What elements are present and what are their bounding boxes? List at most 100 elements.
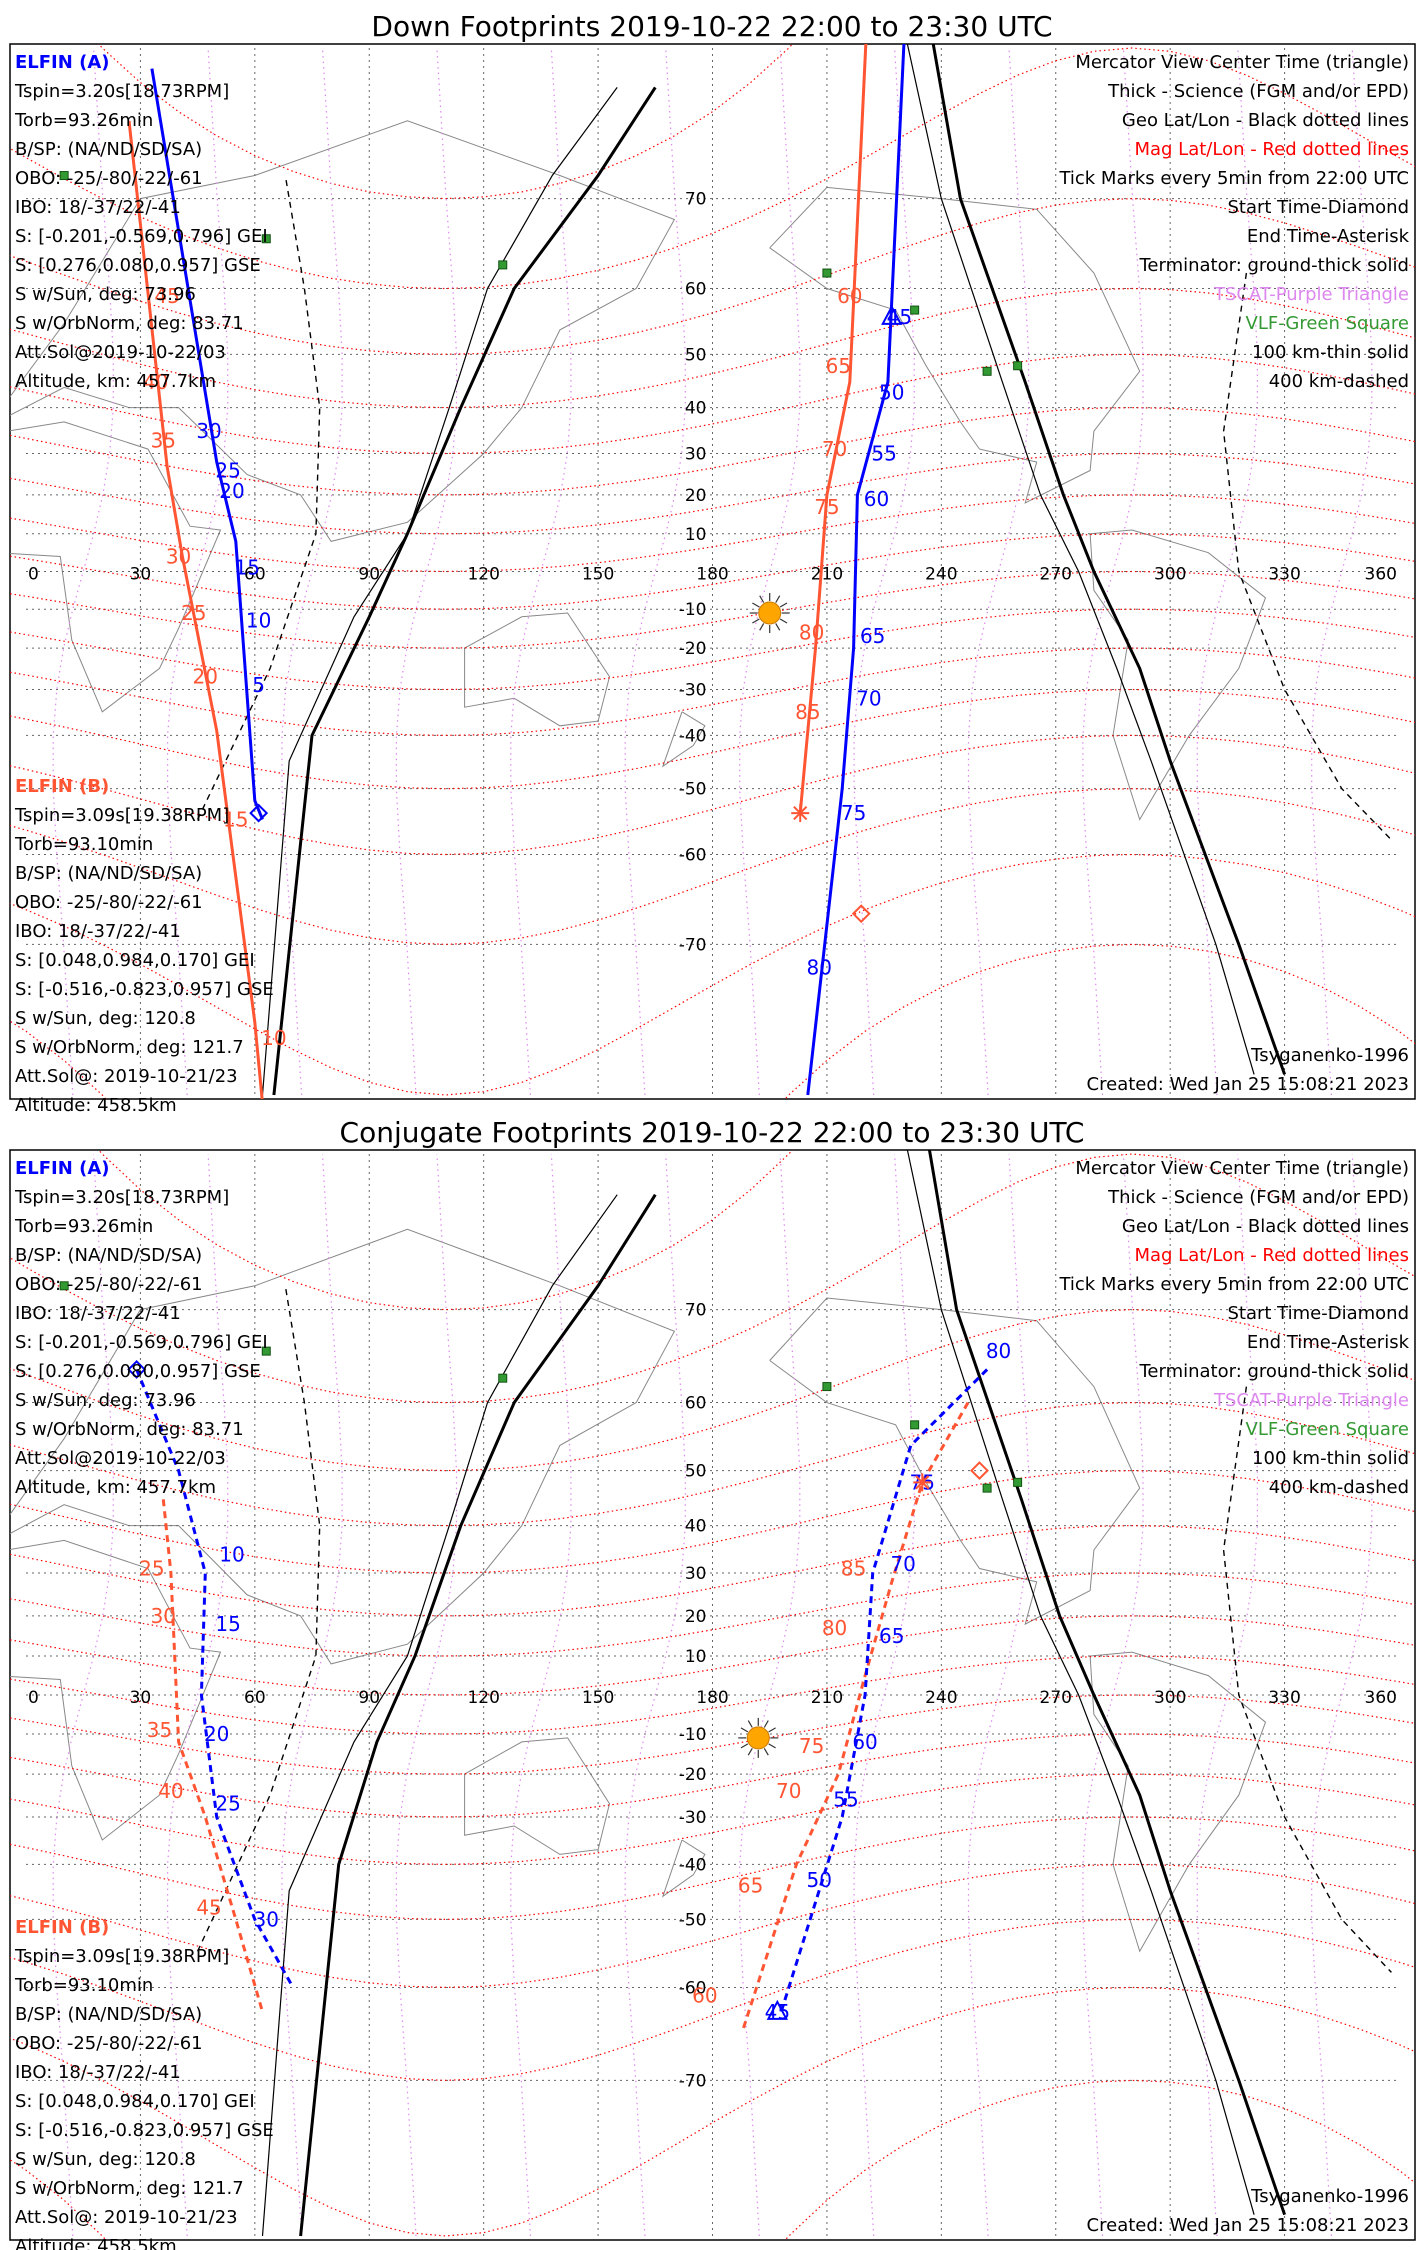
lon-label: 180 — [696, 1688, 728, 1708]
legend-entry: 100 km-thin solid — [1252, 342, 1409, 363]
info-line-s_sun: S w/Sun, deg: 73.96 — [15, 1390, 196, 1411]
tick-label: 30 — [166, 544, 191, 568]
tick-label: 55 — [871, 441, 896, 465]
legend-entry: Thick - Science (FGM and/or EPD) — [1107, 81, 1409, 102]
lat-label: 40 — [685, 1517, 707, 1537]
lon-label: 180 — [696, 565, 728, 585]
tick-label: 70 — [856, 686, 881, 710]
tick-label: 25 — [139, 1557, 164, 1581]
legend-entry: End Time-Asterisk — [1247, 226, 1410, 247]
legend: Mercator View Center Time (triangle) Thic… — [1058, 1158, 1409, 2236]
terminator-dashed — [1222, 1386, 1392, 1973]
info-line-tspin: Tspin=3.09s[19.38RPM] — [14, 805, 229, 826]
tick-label: 25 — [215, 458, 240, 482]
tick-label: 65 — [879, 1624, 904, 1648]
vlf-square-icon — [910, 305, 920, 315]
lat-label: 20 — [685, 1607, 707, 1627]
elfin-b-track-line — [741, 1401, 970, 2030]
model-label: Tsyganenko-1996 — [1250, 2186, 1409, 2207]
vlf-square-icon — [910, 1420, 920, 1430]
info-line-s_gei: S: [0.048,0.984,0.170] GEI — [15, 2091, 255, 2112]
lat-label: -50 — [679, 780, 707, 800]
tick-label: 60 — [692, 1983, 717, 2007]
tick-label: 35 — [147, 1718, 172, 1742]
lon-label: 120 — [467, 1688, 499, 1708]
terminator-dashed — [196, 1285, 321, 1952]
legend-entry: Mercator View Center Time (triangle) — [1075, 1158, 1409, 1179]
elfin-a-track-line — [779, 1368, 989, 2013]
lat-label: -60 — [679, 845, 707, 865]
legend-entry: End Time-Asterisk — [1247, 1332, 1410, 1353]
lon-label: 210 — [811, 565, 843, 585]
created-timestamp: Created: Wed Jan 25 15:08:21 2023 — [1087, 1074, 1409, 1095]
info-line-bsp: B/SP: (NA/ND/SD/SA) — [15, 863, 202, 884]
tick-label: 50 — [807, 1868, 832, 1892]
elfin-a-view-triangle-icon — [766, 1999, 788, 2020]
tick-label: 55 — [833, 1787, 858, 1811]
tick-label: 10 — [219, 1543, 244, 1567]
vlf-square-icon — [498, 260, 508, 270]
legend-entry: 100 km-thin solid — [1252, 1448, 1409, 1469]
tick-label: 70 — [890, 1552, 915, 1576]
info-line-alt: Altitude, km: 457.7km — [15, 1477, 216, 1498]
info-line-bsp: B/SP: (NA/ND/SD/SA) — [15, 2004, 202, 2025]
tick-label: 15 — [234, 556, 259, 580]
legend-entry: Geo Lat/Lon - Black dotted lines — [1122, 110, 1409, 131]
vlf-square-icon — [822, 268, 832, 278]
spacecraft-info: ELFIN (A) Tspin=3.20s[18.73RPM] Torb=93.26… — [14, 1158, 274, 2250]
info-line-torb: Torb=93.26min — [14, 1216, 153, 1237]
lon-label: 270 — [1040, 1688, 1072, 1708]
vlf-stations — [59, 1281, 1023, 1493]
legend-entry: TSCAT-Purple Triangle — [1213, 1390, 1409, 1411]
lon-label: 60 — [244, 565, 266, 585]
legend-entry: Tick Marks every 5min from 22:00 UTC — [1058, 168, 1409, 189]
lat-label: 30 — [685, 444, 707, 464]
legend-entry: VLF-Green Square — [1246, 313, 1409, 334]
tick-label: 60 — [864, 487, 889, 511]
lat-label: 60 — [685, 280, 707, 300]
lon-label: 90 — [358, 565, 380, 585]
info-line-alt: Altitude: 458.5km — [15, 1095, 177, 1116]
conjugate-footprints-panel: Conjugate Footprints 2019-10-22 22:00 to… — [9, 1116, 1416, 2250]
elfin-a-start-diamond-icon — [249, 803, 269, 823]
info-line-obo: OBO: -25/-80/-22/-61 — [15, 168, 203, 189]
legend-entry: Mag Lat/Lon - Red dotted lines — [1134, 139, 1409, 160]
tick-label: 10 — [246, 609, 271, 633]
lon-label: 330 — [1268, 1688, 1300, 1708]
vlf-square-icon — [59, 1281, 69, 1291]
tick-label: 80 — [807, 955, 832, 979]
elfin-b-track-line — [161, 1499, 264, 2013]
info-line-att: Att.Sol@2019-10-22/03 — [15, 342, 226, 363]
info-line-torb: Torb=93.26min — [14, 110, 153, 131]
model-label: Tsyganenko-1996 — [1250, 1045, 1409, 1066]
legend-entry: Start Time-Diamond — [1227, 197, 1409, 218]
terminator-thick — [299, 1193, 657, 2237]
legend-entry: VLF-Green Square — [1246, 1419, 1409, 1440]
legend: Mercator View Center Time (triangle) Thic… — [1058, 52, 1409, 1095]
info-line-torb: Torb=93.10min — [14, 834, 153, 855]
elfin-a-view-triangle-icon — [881, 304, 903, 325]
info-line-s_orb: S w/OrbNorm, deg: 121.7 — [15, 1037, 244, 1058]
lat-label: 10 — [685, 525, 707, 545]
tick-label: 65 — [738, 1873, 763, 1897]
spacecraft-label: ELFIN (A) — [15, 52, 109, 73]
tick-label: 30 — [196, 419, 221, 443]
elfin-a-start-diamond-icon — [127, 1360, 147, 1379]
info-line-att: Att.Sol@2019-10-22/03 — [15, 1448, 226, 1469]
legend-entry: Terminator: ground-thick solid — [1138, 255, 1409, 276]
tick-label: 80 — [822, 1616, 847, 1640]
lat-label: 50 — [685, 345, 707, 365]
terminator-lines — [196, 1150, 1392, 2237]
vlf-square-icon — [498, 1373, 508, 1383]
vlf-square-icon — [1013, 361, 1023, 371]
tick-label: 60 — [837, 284, 862, 308]
info-line-tspin: Tspin=3.20s[18.73RPM] — [14, 81, 229, 102]
info-line-tspin: Tspin=3.20s[18.73RPM] — [14, 1187, 229, 1208]
tick-label: 75 — [841, 801, 866, 825]
terminator-thin — [906, 44, 1255, 1075]
info-line-s_sun: S w/Sun, deg: 120.8 — [15, 2149, 196, 2170]
geo-grid — [26, 48, 1399, 1095]
tick-label: 30 — [151, 1604, 176, 1628]
conjugate-footprints-title: Conjugate Footprints 2019-10-22 22:00 to… — [340, 1116, 1085, 1149]
